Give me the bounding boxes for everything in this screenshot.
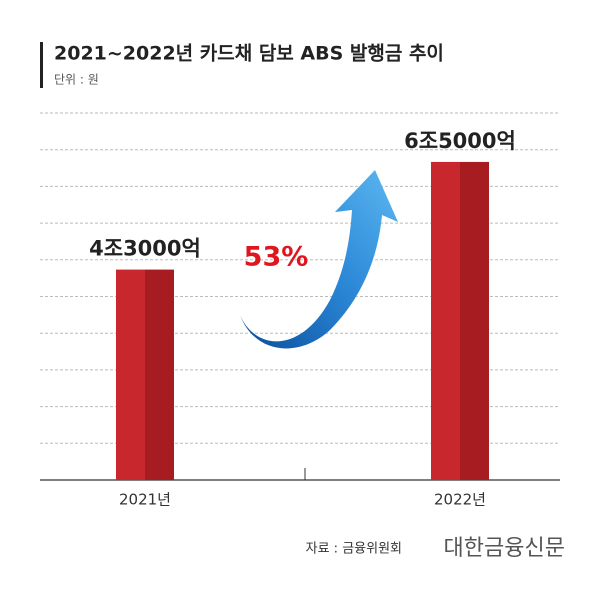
source: 자료 : 금융위원회	[306, 542, 402, 557]
x-tick-label: 2022년	[434, 491, 486, 509]
growth-arrow	[240, 170, 398, 349]
publisher-logo: 대한금융신문	[444, 536, 565, 561]
growth-annotation: 53%	[244, 242, 309, 273]
x-tick-label: 2021년	[119, 491, 171, 509]
bar	[431, 161, 489, 480]
value-label: 4조3000억	[89, 237, 201, 261]
title-bar	[40, 42, 43, 88]
plot-area: 4조3000억 2021년 6조5000억 2022년	[40, 112, 560, 509]
chart-title: 2021~2022년 카드채 담보 ABS 발행금 추이	[54, 43, 444, 65]
bar	[116, 269, 174, 480]
chart-subtitle: 단위 : 원	[54, 73, 99, 87]
value-label: 6조5000억	[404, 129, 516, 153]
